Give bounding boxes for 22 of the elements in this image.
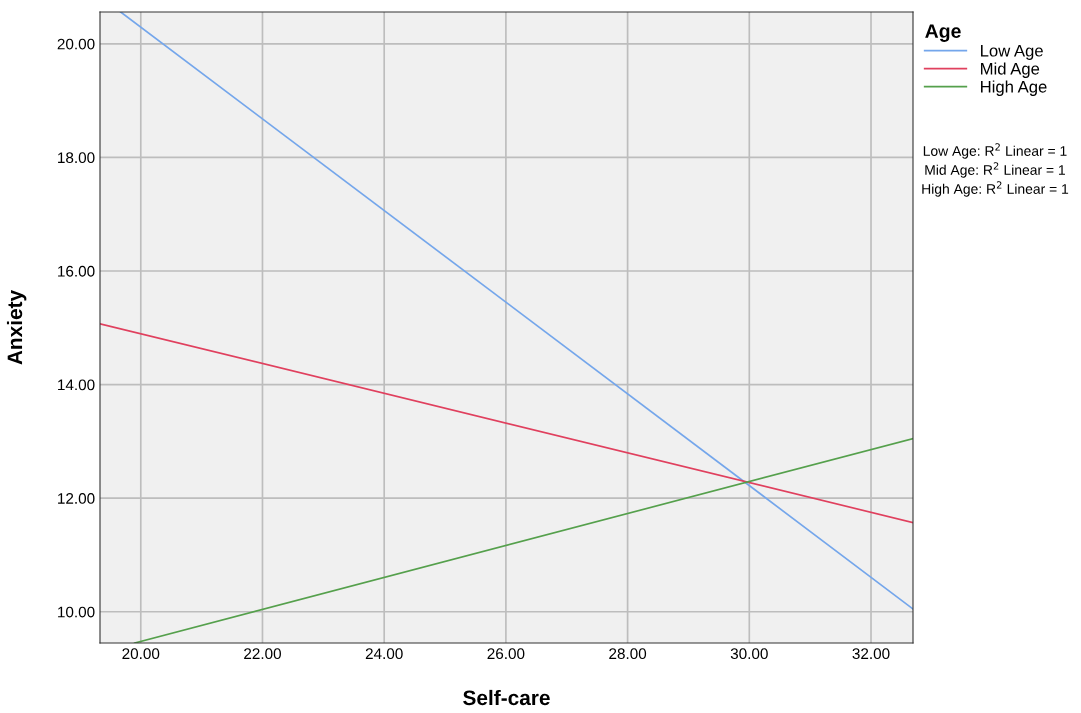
x-tick-label: 30.00 xyxy=(730,648,768,660)
x-tick-label: 32.00 xyxy=(852,648,890,660)
x-tick-label: 20.00 xyxy=(122,648,160,660)
y-tick-label: 18.00 xyxy=(58,152,95,164)
y-tick-label: 16.00 xyxy=(58,265,95,277)
text: Mid Age: R$^{2}$ Linear = 1 xyxy=(925,162,1065,178)
x-tick-label: 28.00 xyxy=(609,648,647,660)
y-axis-title: Anxiety xyxy=(6,289,27,365)
x-axis-title: Self-care xyxy=(463,689,550,706)
y-tick-label: 14.00 xyxy=(58,379,95,391)
text: Low Age: R$^{2}$ Linear = 1 xyxy=(923,143,1067,159)
legend-label: Mid Age xyxy=(981,62,1040,78)
legend-label: High Age xyxy=(981,80,1047,96)
y-tick-label: 20.00 xyxy=(57,38,95,50)
x-tick-label: 24.00 xyxy=(365,648,403,660)
x-tick-label: 26.00 xyxy=(487,648,525,660)
x-tick-label: 22.00 xyxy=(244,648,281,660)
y-tick-label: 12.00 xyxy=(58,493,95,504)
legend-title: Age xyxy=(925,24,961,42)
y-tick-label: 10.00 xyxy=(58,606,95,618)
legend-label: Low Age xyxy=(981,44,1043,60)
text: High Age: R$^{2}$ Linear = 1 xyxy=(922,181,1069,197)
